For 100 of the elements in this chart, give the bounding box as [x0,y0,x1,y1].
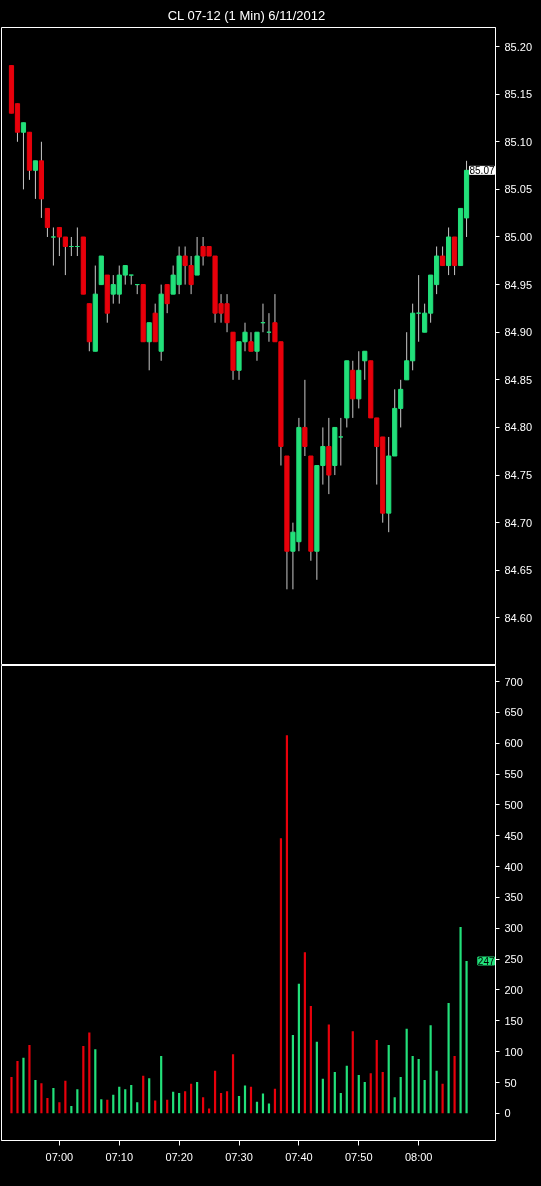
bar [160,1055,163,1114]
bar [417,1059,420,1114]
y-tick-label: 0 [504,1107,511,1120]
bar [213,1070,217,1114]
y-tick-label: 150 [504,1014,523,1027]
y-tick-label: 450 [504,829,523,842]
bar [148,1078,151,1114]
y-tick-label: 350 [504,891,523,904]
candlestick [146,322,152,371]
y-tick-label: 650 [504,706,523,719]
y-tick-label: 700 [504,675,523,688]
y-tick-label: 200 [504,983,523,996]
annotation: 85.07 [469,165,495,177]
bar [297,983,300,1114]
bar [207,1108,211,1114]
bar [34,1080,37,1114]
candlestick [20,122,27,190]
bar [249,1086,253,1114]
candlestick [164,284,170,314]
annotation: 247 [477,955,495,967]
bar [154,1100,157,1114]
y-tick-label: 100 [504,1045,523,1058]
bar [399,1076,402,1114]
y-tick-label: 84.60 [504,611,533,624]
bar [459,927,462,1114]
x-tick-label: 07:50 [345,1150,373,1163]
bar [130,1084,133,1114]
y-tick-label: 50 [504,1076,517,1089]
bar [285,735,289,1114]
bar [279,838,283,1114]
candlestick [254,331,260,362]
y-tick-label: 84.85 [504,373,533,386]
candlestick [194,236,200,276]
bar [225,1091,229,1114]
bar [333,1072,336,1114]
bar [40,1083,43,1114]
y-tick-label: 84.90 [504,326,533,339]
candlestick [32,160,39,200]
chart-title: CL 07-12 (1 Min) 6/11/2012 [167,7,326,23]
bar [465,960,468,1114]
bar [10,1076,13,1114]
candlestick [50,226,56,267]
bar [184,1091,187,1114]
bar [375,1039,378,1114]
bar [58,1102,61,1114]
y-tick-label: 84.65 [504,564,533,577]
y-tick-label: 85.05 [504,183,533,196]
bar [453,1055,456,1114]
bar [309,1006,312,1114]
bar [76,1089,79,1114]
bar [196,1081,199,1114]
bar [201,1097,205,1114]
bar [387,1044,390,1114]
bar [423,1080,426,1114]
bar [94,1049,97,1114]
y-tick-label: 300 [504,922,523,935]
y-tick-label: 550 [504,768,523,781]
y-tick-label: 84.95 [504,278,533,291]
bar [363,1081,366,1114]
y-tick-label: 400 [504,860,523,873]
bar [357,1075,360,1114]
candlestick [302,379,308,457]
y-tick-label: 85.15 [504,88,533,101]
candlestick [440,246,446,267]
y-tick-label: 600 [504,737,523,750]
bar [303,952,306,1114]
bar [393,1097,396,1114]
y-tick-label: 500 [504,798,523,811]
bar [351,1031,354,1114]
bar [28,1044,31,1114]
y-tick-label: 85.10 [504,135,533,148]
bar [291,1035,295,1114]
bar [315,1041,318,1114]
bar [82,1046,85,1114]
bar [118,1086,121,1114]
x-tick-label: 07:20 [165,1150,193,1163]
bar [369,1073,372,1114]
x-tick-label: 07:40 [285,1150,313,1163]
bar [327,1024,330,1114]
bar [88,1032,91,1114]
bar [124,1089,127,1114]
bar [435,1070,438,1114]
candlestick [248,331,254,352]
candlestick [362,350,368,381]
bar [46,1097,49,1114]
bar [411,1055,414,1114]
bar [405,1028,408,1114]
y-tick-label: 250 [504,953,523,966]
bar [22,1057,25,1114]
bar [429,1025,432,1114]
bar [136,1102,139,1114]
bar [447,1002,450,1114]
x-tick-label: 07:30 [225,1150,253,1163]
y-tick-label: 84.75 [504,469,533,482]
bar [231,1054,235,1114]
y-tick-label: 84.80 [504,421,533,434]
y-tick-label: 85.00 [504,230,533,243]
y-tick-label: 84.70 [504,516,533,529]
bar [100,1099,103,1114]
bar [381,1072,384,1114]
